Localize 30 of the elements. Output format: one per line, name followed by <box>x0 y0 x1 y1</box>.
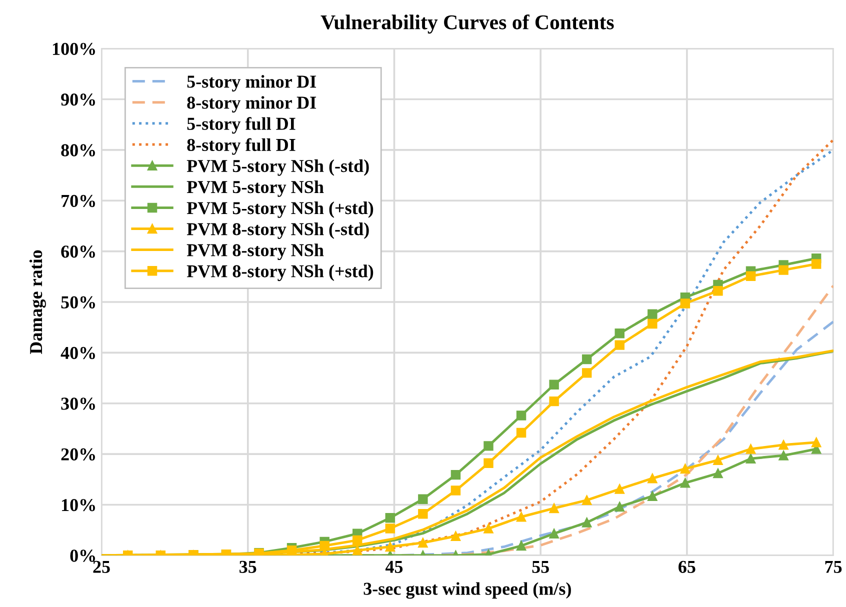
y-tick-label: 70% <box>62 194 95 208</box>
y-tick-label: 30% <box>61 398 95 410</box>
legend-label: PVM 8-story NSh <box>186 244 324 260</box>
y-tick-label: 80% <box>61 144 95 156</box>
x-tick-label: 25 <box>93 560 110 573</box>
y-tick-label: 20% <box>61 448 95 461</box>
y-tick-label: 10% <box>62 498 95 512</box>
x-axis-title: 3-sec gust wind speed (m/s) <box>364 582 571 599</box>
legend-label: 8-story minor DI <box>187 96 316 113</box>
y-tick-label: 90% <box>61 94 95 106</box>
y-tick-label: 60% <box>61 246 95 258</box>
x-tick-label: 55 <box>532 560 549 573</box>
legend-label: PVM 5-story NSh (+std) <box>186 201 374 218</box>
chart-title: Vulnerability Curves of Contents <box>320 14 614 34</box>
legend-label: 5-story minor DI <box>187 75 316 92</box>
x-tick-label: 65 <box>678 560 696 573</box>
legend-label: PVM 5-story NSh (-std) <box>186 159 369 176</box>
x-tick-label: 45 <box>385 560 403 573</box>
y-tick-label: 0% <box>70 550 95 562</box>
x-tick-label: 75 <box>825 560 842 573</box>
legend-label: PVM 5-story NSh <box>186 180 324 197</box>
legend-label: 5-story full DI <box>187 117 296 134</box>
y-tick-label: 50% <box>61 296 95 308</box>
x-tick-label: 35 <box>240 560 256 573</box>
y-tick-label: 40% <box>60 346 95 360</box>
legend-label: PVM 8-story NSh (-std) <box>186 222 369 239</box>
y-tick-label: 100% <box>52 42 95 56</box>
legend-label: PVM 8-story NSh (+std) <box>186 264 374 282</box>
legend-label: 8-story full DI <box>187 138 296 155</box>
y-axis-title: Damage ratio <box>29 250 46 354</box>
